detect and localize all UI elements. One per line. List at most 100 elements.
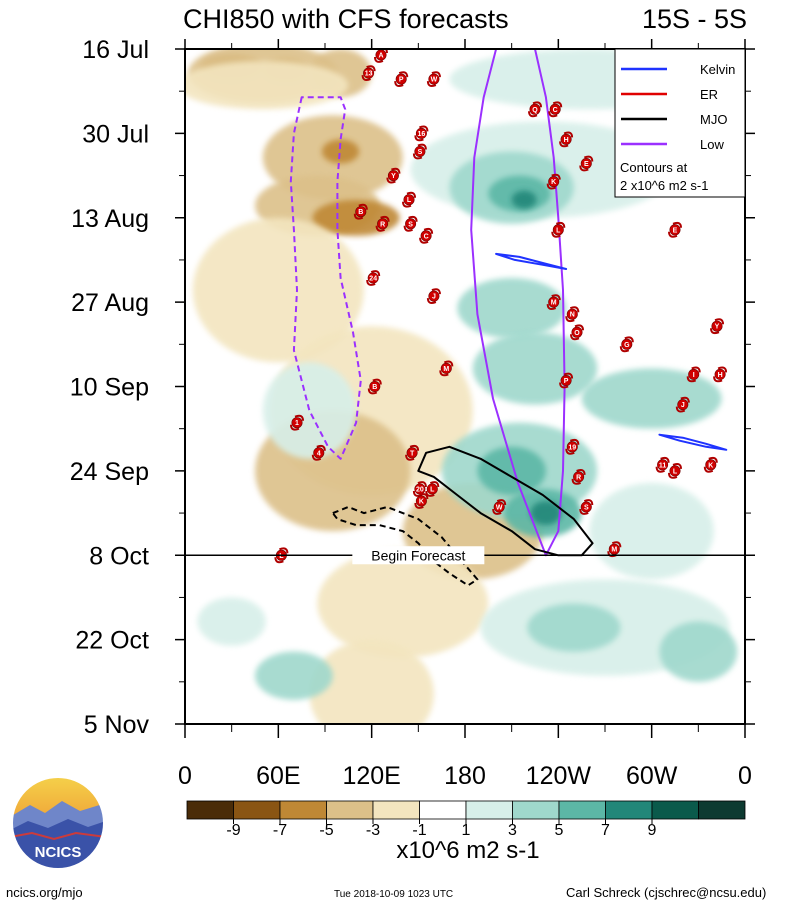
storm-symbol: H <box>713 366 728 383</box>
footer-url[interactable]: ncics.org/mjo <box>6 885 83 900</box>
storm-symbol: L <box>402 191 416 208</box>
contour-kelvin <box>658 433 728 451</box>
storm-symbol: Y <box>710 318 724 335</box>
storm-symbol: E <box>668 221 682 238</box>
storm-symbol: B <box>367 378 382 395</box>
colorbar-label: 1 <box>462 822 471 839</box>
anomaly-patch <box>192 217 364 363</box>
storm-label: G <box>624 342 630 349</box>
storm-symbol: N <box>565 306 580 323</box>
anomaly-patch <box>530 501 562 526</box>
storm-symbol: 4 <box>311 444 326 461</box>
storm-label: P <box>564 378 569 385</box>
x-tick-label: 60E <box>256 762 300 790</box>
storm-symbol: 20 <box>412 481 427 497</box>
colorbar-box <box>326 800 374 820</box>
storm-symbol: B <box>353 203 368 220</box>
storm-label: H <box>564 137 569 144</box>
x-tick-label: 60W <box>626 762 678 790</box>
y-tick-label: 24 Sep <box>70 458 149 486</box>
contour-low <box>470 49 566 557</box>
storm-symbol: J <box>426 288 441 304</box>
x-tick-label: 0 <box>738 762 752 790</box>
storm-label: C <box>553 107 558 114</box>
storm-label: E <box>584 161 589 168</box>
storm-symbol: G <box>619 336 634 353</box>
storm-symbol: Y <box>386 167 401 184</box>
colorbar-units: x10^6 m2 s-1 <box>396 837 539 864</box>
storm-label: L <box>279 553 284 560</box>
anomaly-patch <box>477 446 546 495</box>
contour-mjo <box>331 506 479 587</box>
anomaly-patch <box>589 482 714 580</box>
storm-label: 1 <box>295 420 299 427</box>
storm-label: 24 <box>369 276 377 283</box>
storm-label: B <box>372 384 377 391</box>
anomaly-patch <box>527 603 621 652</box>
forecast-label: Begin Forecast <box>371 547 465 563</box>
storm-symbol: E <box>579 155 594 172</box>
storm-symbol: L <box>668 463 682 479</box>
colorbar-label: -1 <box>412 822 426 839</box>
footer-author: Carl Schreck (cjschrec@ncsu.edu) <box>566 885 767 900</box>
storm-label: O <box>574 330 580 337</box>
legend-note-1: Contours at <box>620 160 688 175</box>
colorbar-label: -9 <box>226 822 240 839</box>
storm-label: R <box>576 474 581 481</box>
storm-symbol: H <box>559 131 574 148</box>
colorbar-label: 5 <box>555 822 564 839</box>
storm-symbol: T <box>405 444 420 461</box>
colorbar: -9 -7 -5 -3 -1 1 3 5 7 9 <box>186 800 746 839</box>
storm-symbol: L <box>425 481 440 497</box>
storm-label: L <box>407 197 412 204</box>
storm-symbol: R <box>571 469 586 485</box>
storm-label: K <box>708 462 713 469</box>
colorbar-box <box>372 800 420 820</box>
y-tick-label: 5 Nov <box>84 711 150 739</box>
y-tick-label: 8 Oct <box>89 542 149 570</box>
storm-label: A <box>378 53 383 60</box>
contour-kelvin <box>495 252 568 270</box>
colorbar-box <box>419 800 467 820</box>
colorbar-box <box>698 800 746 820</box>
anomaly-patch <box>581 368 722 429</box>
anomaly-patch <box>659 621 738 682</box>
anomaly-patch <box>185 61 349 110</box>
storm-symbol: S <box>579 499 594 515</box>
storm-symbol: 13 <box>361 65 376 81</box>
storm-label: M <box>443 366 449 373</box>
colorbar-box <box>465 800 513 820</box>
storm-symbol: 1 <box>290 414 304 431</box>
storm-label: K <box>551 179 556 186</box>
storm-symbol: 19 <box>565 438 580 455</box>
storm-label: N <box>570 312 575 319</box>
storm-label: B <box>358 209 363 216</box>
storm-label: L <box>556 227 561 234</box>
legend-note-2: 2 x10^6 m2 s-1 <box>620 178 708 193</box>
storm-symbol: M <box>439 360 454 377</box>
colorbar-box <box>512 800 560 820</box>
ncics-logo: NCICS <box>11 776 105 870</box>
colorbar-label: -5 <box>319 822 333 839</box>
storm-symbol: K <box>546 173 561 190</box>
storm-symbol: W <box>426 71 441 87</box>
colorbar-box <box>279 800 327 820</box>
storm-symbol: C <box>548 101 563 118</box>
storm-symbol: 16 <box>414 125 429 142</box>
storm-symbol: 11 <box>655 456 670 473</box>
storm-symbol: O <box>570 324 584 341</box>
storm-symbol: S <box>403 215 418 232</box>
storm-symbol: 24 <box>366 270 381 286</box>
storm-symbol: S <box>412 143 427 160</box>
storm-label: 13 <box>365 71 373 78</box>
anomaly-patch <box>197 597 266 646</box>
storm-label: J <box>681 402 685 409</box>
contour-layer <box>289 49 728 587</box>
y-tick-label: 10 Sep <box>70 374 149 402</box>
legend-box <box>614 48 746 198</box>
storm-symbol: Q <box>528 101 542 118</box>
storm-label: P <box>399 77 404 84</box>
storm-label: L <box>430 487 435 494</box>
footer-timestamp: Tue 2018-10-09 1023 UTC <box>334 889 454 900</box>
